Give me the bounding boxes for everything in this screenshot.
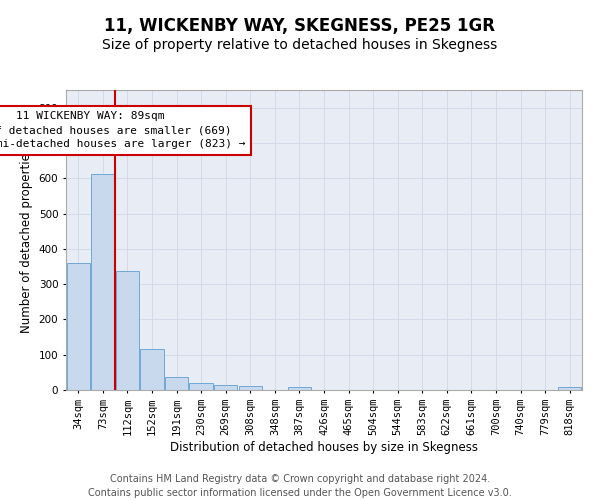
Text: 11 WICKENBY WAY: 89sqm
← 45% of detached houses are smaller (669)
55% of semi-de: 11 WICKENBY WAY: 89sqm ← 45% of detached… [0,111,245,149]
Bar [140,350,164,390]
Bar [214,384,238,390]
Bar [239,386,262,390]
Text: Contains HM Land Registry data © Crown copyright and database right 2024.
Contai: Contains HM Land Registry data © Crown c… [88,474,512,498]
Bar [288,387,311,390]
Bar [91,174,115,390]
Bar [558,387,581,390]
Text: Size of property relative to detached houses in Skegness: Size of property relative to detached ho… [103,38,497,52]
Bar [116,270,139,390]
Y-axis label: Number of detached properties: Number of detached properties [20,147,33,333]
X-axis label: Distribution of detached houses by size in Skegness: Distribution of detached houses by size … [170,440,478,454]
Bar [190,383,213,390]
Bar [165,378,188,390]
Text: 11, WICKENBY WAY, SKEGNESS, PE25 1GR: 11, WICKENBY WAY, SKEGNESS, PE25 1GR [104,18,496,36]
Bar [67,263,90,390]
